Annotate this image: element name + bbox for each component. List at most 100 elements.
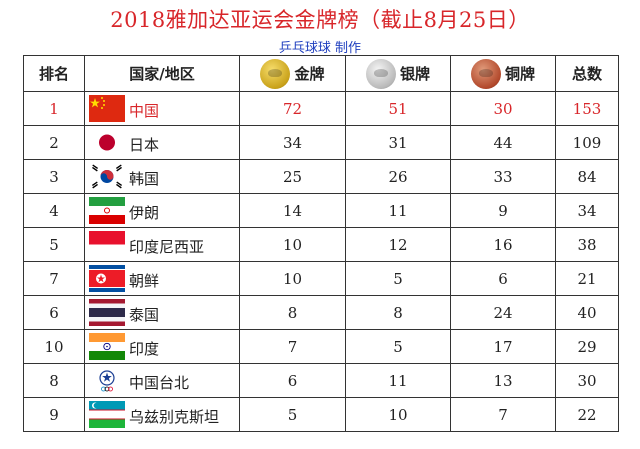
rank-cell: 8 — [23, 363, 85, 398]
nation-name: 伊朗 — [129, 204, 160, 222]
nation-cell: 日本 — [84, 125, 240, 160]
silver-cell: 10 — [345, 397, 451, 432]
gold-cell: 25 — [239, 159, 346, 194]
header-total: 总数 — [555, 55, 619, 92]
china-flag-icon — [89, 95, 125, 122]
total-cell: 22 — [555, 397, 619, 432]
table-row: 6 泰国 8 8 24 40 — [23, 295, 619, 330]
rank-cell: 4 — [23, 193, 85, 228]
bronze-medal-icon — [470, 58, 501, 89]
rank-cell: 6 — [23, 295, 85, 330]
gold-cell: 10 — [239, 227, 346, 262]
table-row: 7 朝鲜 10 5 6 21 — [23, 261, 619, 296]
bronze-cell: 6 — [450, 261, 556, 296]
header-silver: 银牌 — [345, 55, 451, 92]
rank-cell: 10 — [23, 329, 85, 364]
silver-cell: 31 — [345, 125, 451, 160]
bronze-cell: 9 — [450, 193, 556, 228]
nation-name: 印度尼西亚 — [129, 238, 205, 256]
silver-cell: 11 — [345, 363, 451, 398]
bronze-cell: 13 — [450, 363, 556, 398]
gold-cell: 6 — [239, 363, 346, 398]
total-cell: 84 — [555, 159, 619, 194]
nation-cell: 中国台北 — [84, 363, 240, 398]
total-cell: 38 — [555, 227, 619, 262]
total-cell: 109 — [555, 125, 619, 160]
total-cell: 29 — [555, 329, 619, 364]
silver-cell: 8 — [345, 295, 451, 330]
header-bronze-label: 铜牌 — [504, 65, 535, 83]
gold-cell: 72 — [239, 91, 346, 126]
gold-cell: 7 — [239, 329, 346, 364]
bronze-cell: 16 — [450, 227, 556, 262]
table-row: 4 伊朗 14 11 9 34 — [23, 193, 619, 228]
korea-flag-icon — [89, 163, 125, 190]
india-flag-icon — [89, 333, 125, 360]
table-header-row: 排名 国家/地区 金牌 银牌 铜牌 总数 — [23, 55, 619, 92]
total-cell: 40 — [555, 295, 619, 330]
rank-cell: 1 — [23, 91, 85, 126]
bronze-cell: 17 — [450, 329, 556, 364]
rank-cell: 2 — [23, 125, 85, 160]
table-row: 9 乌兹别克斯坦 5 10 7 22 — [23, 397, 619, 432]
gold-cell: 34 — [239, 125, 346, 160]
total-cell: 21 — [555, 261, 619, 296]
nation-name: 日本 — [129, 136, 160, 154]
table-row: 2 日本 34 31 44 109 — [23, 125, 619, 160]
nation-cell: 泰国 — [84, 295, 240, 330]
page-title: 2018雅加达亚运会金牌榜（截止8月25日） — [110, 8, 530, 32]
silver-cell: 5 — [345, 329, 451, 364]
rank-cell: 7 — [23, 261, 85, 296]
header-gold-label: 金牌 — [294, 65, 325, 83]
bronze-cell: 24 — [450, 295, 556, 330]
nation-cell: 朝鲜 — [84, 261, 240, 296]
nation-name: 韩国 — [129, 170, 160, 188]
table-row: 10 印度 7 5 17 29 — [23, 329, 619, 364]
total-cell: 34 — [555, 193, 619, 228]
table-row: 5 印度尼西亚 10 12 16 38 — [23, 227, 619, 262]
gold-cell: 10 — [239, 261, 346, 296]
bronze-cell: 7 — [450, 397, 556, 432]
silver-cell: 11 — [345, 193, 451, 228]
uzbekistan-flag-icon — [89, 401, 125, 428]
bronze-cell: 33 — [450, 159, 556, 194]
nation-name: 泰国 — [129, 306, 160, 324]
bronze-cell: 44 — [450, 125, 556, 160]
iran-flag-icon — [89, 197, 125, 224]
chinese-taipei-flag-icon — [89, 367, 125, 394]
credit-label: 乒乓球球 制作 — [278, 41, 362, 56]
japan-flag-icon — [89, 129, 125, 156]
nation-name: 朝鲜 — [129, 272, 160, 290]
nation-name: 印度 — [129, 340, 160, 358]
rank-cell: 9 — [23, 397, 85, 432]
silver-cell: 5 — [345, 261, 451, 296]
header-gold: 金牌 — [239, 55, 346, 92]
medal-table: 排名 国家/地区 金牌 银牌 铜牌 总数 1 中国 72 51 30 153 2 日本 34 31… — [23, 55, 619, 432]
nation-cell: 中国 — [84, 91, 240, 126]
total-cell: 153 — [555, 91, 619, 126]
table-row: 3 韩国 25 26 33 84 — [23, 159, 619, 194]
nation-name: 中国 — [129, 102, 160, 120]
silver-cell: 51 — [345, 91, 451, 126]
table-row: 8 中国台北 6 11 13 30 — [23, 363, 619, 398]
dprk-flag-icon — [89, 265, 125, 292]
bronze-cell: 30 — [450, 91, 556, 126]
rank-cell: 3 — [23, 159, 85, 194]
silver-cell: 12 — [345, 227, 451, 262]
silver-cell: 26 — [345, 159, 451, 194]
gold-medal-icon — [260, 58, 291, 89]
header-nation: 国家/地区 — [84, 55, 240, 92]
nation-name: 乌兹别克斯坦 — [129, 408, 220, 426]
header-rank: 排名 — [23, 55, 85, 92]
nation-cell: 乌兹别克斯坦 — [84, 397, 240, 432]
nation-name: 中国台北 — [129, 374, 190, 392]
nation-cell: 印度尼西亚 — [84, 227, 240, 262]
gold-cell: 5 — [239, 397, 346, 432]
silver-medal-icon — [365, 58, 396, 89]
table-row: 1 中国 72 51 30 153 — [23, 91, 619, 126]
nation-cell: 伊朗 — [84, 193, 240, 228]
header-silver-label: 银牌 — [399, 65, 430, 83]
thailand-flag-icon — [89, 299, 125, 326]
gold-cell: 8 — [239, 295, 346, 330]
header-bronze: 铜牌 — [450, 55, 556, 92]
